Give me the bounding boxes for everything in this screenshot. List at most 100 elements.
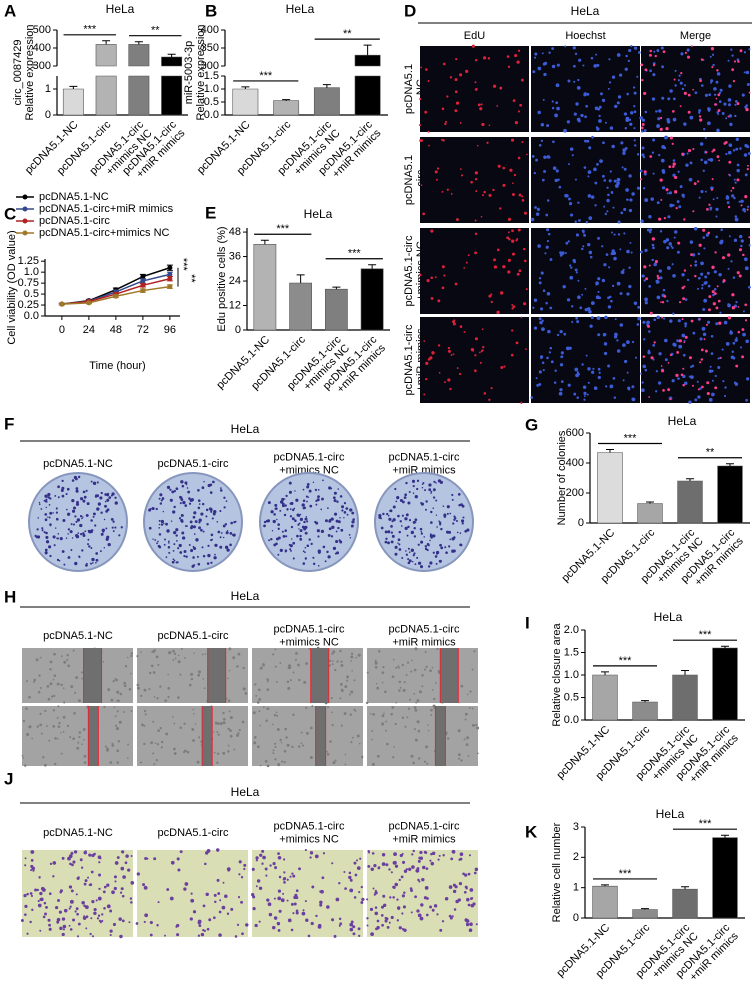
y-tick-label: 400 bbox=[566, 457, 584, 469]
row-label-line: pcDNA5.1 bbox=[403, 155, 415, 205]
y-axis-label-line: circ_0087429 bbox=[12, 39, 24, 105]
y-tick-label: 0.0 bbox=[204, 109, 219, 121]
wound-image bbox=[252, 706, 363, 766]
error-bar bbox=[282, 99, 291, 101]
bar bbox=[637, 503, 663, 524]
panel-title: HeLa bbox=[231, 589, 260, 603]
y-tick-label: 12 bbox=[229, 299, 241, 311]
panel-letter: J bbox=[4, 769, 13, 788]
group-label-line: +mimics NC bbox=[279, 464, 339, 476]
group-label-line: +miR mimics bbox=[392, 833, 456, 845]
y-tick-label: 36 bbox=[229, 250, 241, 262]
y-tick-label: 1 bbox=[45, 83, 51, 95]
error-bar bbox=[721, 834, 729, 838]
wound-edge bbox=[310, 648, 330, 703]
group-label-line: pcDNA5.1-NC bbox=[43, 827, 113, 839]
cells bbox=[532, 228, 641, 314]
group-label: pcDNA5.1-circ +mimics NC bbox=[274, 451, 345, 476]
bar bbox=[712, 647, 738, 721]
y-tick-label: 600 bbox=[566, 427, 584, 439]
bar bbox=[632, 701, 658, 721]
fluorescence-image bbox=[420, 317, 529, 403]
y-axis-label: Edu positive cells (%) bbox=[216, 226, 228, 331]
bar bbox=[592, 885, 618, 919]
group-label-line: pcDNA5.1-NC bbox=[43, 630, 113, 642]
error-bar bbox=[322, 84, 331, 88]
group-label: pcDNA5.1-circ +miR mimics bbox=[389, 623, 460, 648]
y-tick-label: 0.75 bbox=[18, 277, 39, 289]
error-bar bbox=[681, 670, 689, 675]
panel-letter: I bbox=[525, 613, 530, 632]
wound-gap bbox=[315, 706, 326, 766]
significance-label: *** bbox=[699, 818, 713, 830]
y-tick-label: 0.0 bbox=[564, 714, 579, 726]
bar bbox=[324, 288, 348, 331]
point bbox=[59, 301, 65, 307]
legend-label: pcDNA5.1-NC bbox=[39, 191, 109, 203]
panel-letter: D bbox=[404, 1, 416, 20]
fluorescence-image bbox=[420, 137, 529, 223]
panel-letter: K bbox=[525, 822, 538, 841]
group-label-line: pcDNA5.1-circ bbox=[274, 820, 345, 832]
y-tick-label: 1.5 bbox=[204, 70, 219, 82]
bar bbox=[253, 244, 277, 331]
y-tick-label: 48 bbox=[229, 226, 241, 238]
wound-image bbox=[252, 648, 363, 703]
column-header: Hoechst bbox=[565, 30, 605, 42]
point bbox=[140, 288, 146, 294]
group-label-line: +mimics NC bbox=[279, 833, 339, 845]
legend-label: pcDNA5.1-circ bbox=[39, 215, 110, 227]
wound-gap bbox=[207, 648, 226, 703]
x-tick-label: 72 bbox=[137, 324, 149, 336]
y-tick-label: 0.0 bbox=[24, 310, 39, 322]
group-label-line: pcDNA5.1-circ bbox=[274, 623, 345, 635]
y-tick-label: 350 bbox=[201, 42, 219, 54]
y-tick-label: 400 bbox=[33, 42, 51, 54]
bar bbox=[712, 837, 738, 919]
legend-marker bbox=[22, 194, 28, 200]
bar bbox=[677, 480, 703, 524]
y-axis-label: Cell viability (OD value) bbox=[6, 230, 18, 344]
cells bbox=[530, 135, 640, 224]
error-bar bbox=[646, 501, 654, 504]
fluorescence-image bbox=[531, 46, 640, 132]
y-axis-label-line: Relative closure area bbox=[551, 622, 563, 726]
y-tick-label: 200 bbox=[566, 487, 584, 499]
legend-marker bbox=[22, 230, 28, 236]
error-bar bbox=[601, 884, 609, 887]
group-label: pcDNA5.1-circ +miR mimics bbox=[389, 820, 460, 845]
y-tick-label: 0.25 bbox=[18, 299, 39, 311]
error-bar bbox=[69, 85, 78, 89]
bar bbox=[273, 100, 300, 116]
error-bar bbox=[681, 886, 689, 890]
chart-title: HeLa bbox=[304, 207, 333, 221]
x-tick-label: 0 bbox=[59, 324, 65, 336]
error-bar bbox=[641, 700, 649, 702]
group-label-line: pcDNA5.1-circ bbox=[389, 820, 460, 832]
error-bar bbox=[167, 53, 176, 57]
chart-title: HeLa bbox=[656, 807, 685, 821]
legend-label: pcDNA5.1-circ+mimics NC bbox=[39, 227, 170, 239]
significance-label: *** bbox=[276, 223, 290, 235]
group-label: pcDNA5.1-NC bbox=[43, 458, 113, 470]
y-tick-label: 0.5 bbox=[24, 288, 39, 300]
significance-label: ** bbox=[185, 274, 197, 283]
legend-marker bbox=[22, 218, 28, 224]
group-label: pcDNA5.1-NC bbox=[43, 630, 113, 642]
y-axis-label: circ_0087429Relative expression bbox=[12, 25, 36, 121]
significance-label: *** bbox=[619, 868, 633, 880]
panel-letter: G bbox=[525, 415, 538, 434]
y-tick-label: 3 bbox=[573, 821, 579, 833]
group-label-line: pcDNA5.1-NC bbox=[43, 458, 113, 470]
chart-title: HeLa bbox=[668, 414, 697, 428]
legend-label: pcDNA5.1-circ+miR mimics bbox=[39, 203, 174, 215]
significance-label: *** bbox=[259, 70, 273, 82]
point bbox=[167, 284, 173, 290]
wound-image bbox=[137, 706, 248, 766]
fluorescence-image bbox=[531, 317, 640, 403]
error-bar bbox=[721, 645, 729, 648]
cells bbox=[639, 227, 751, 315]
panel-letter: B bbox=[205, 1, 217, 20]
cells bbox=[530, 315, 641, 402]
bar bbox=[632, 909, 658, 919]
